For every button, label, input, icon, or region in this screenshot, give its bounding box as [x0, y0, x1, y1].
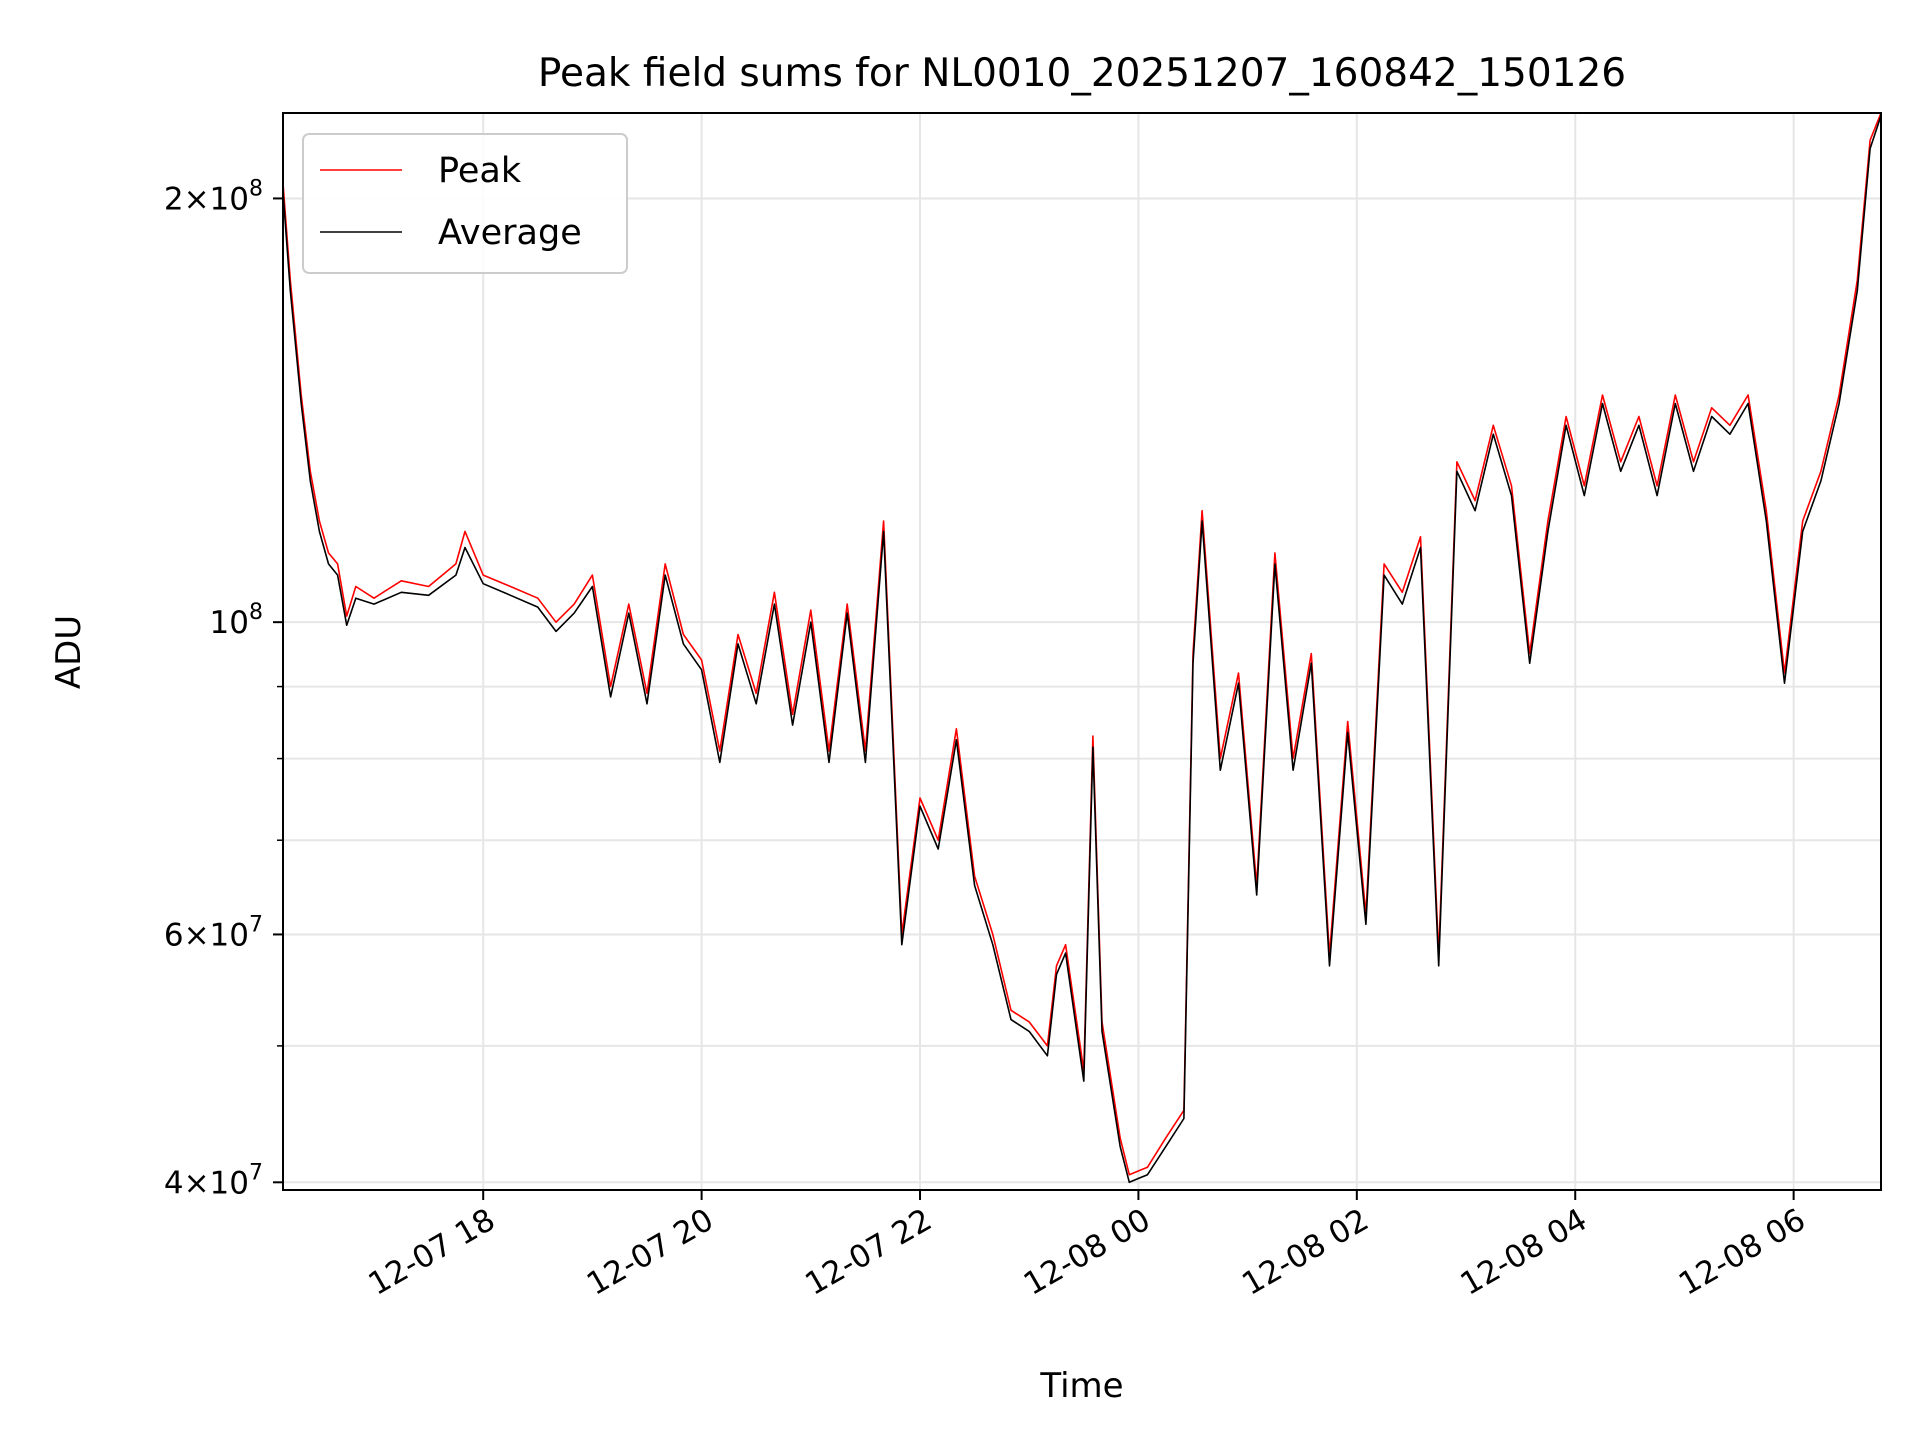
y-tick-base: 10: [210, 917, 249, 953]
y-tick-times-sign: ×: [184, 181, 210, 217]
y-tick-label: 2×108: [164, 176, 263, 217]
series-line-average: [282, 115, 1882, 1184]
y-tick-base: 10: [210, 1165, 249, 1201]
plot-series: [282, 112, 1882, 1184]
y-tick-mantissa: 4: [164, 1165, 184, 1201]
legend-box: [302, 133, 628, 274]
y-tick-base: 10: [210, 181, 249, 217]
legend-average-label: Average: [438, 213, 582, 253]
legend-peak-label: Peak: [438, 151, 522, 191]
y-tick-label: 4×107: [164, 1160, 263, 1201]
grid: [283, 113, 1881, 1190]
y-tick-exponent: 8: [249, 600, 263, 625]
y-tick-label: 6×107: [164, 912, 263, 953]
x-axis-label: Time: [1039, 1366, 1123, 1406]
y-tick-times-sign: ×: [184, 917, 210, 953]
y-tick-label: 108: [210, 600, 263, 641]
y-tick-mantissa: 2: [164, 181, 184, 217]
y-tick-times-sign: ×: [184, 1165, 210, 1201]
plot-frame: [282, 112, 1882, 1191]
y-tick-exponent: 8: [249, 176, 263, 201]
y-axis-label: ADU: [49, 615, 89, 689]
chart-title: Peak field sums for NL0010_20251207_1608…: [538, 51, 1626, 96]
legend: Peak Average: [302, 133, 628, 274]
y-tick-exponent: 7: [249, 1160, 263, 1185]
y-tick-exponent: 7: [249, 912, 263, 937]
y-tick-base: 10: [210, 605, 249, 641]
y-tick-mantissa: 6: [164, 917, 184, 953]
